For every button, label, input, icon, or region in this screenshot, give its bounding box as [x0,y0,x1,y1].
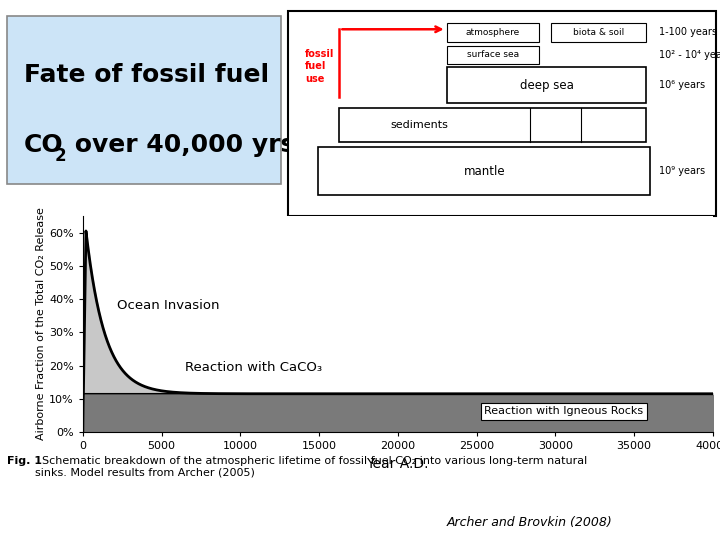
Text: fossil
fuel
use: fossil fuel use [305,49,335,84]
Text: CO: CO [24,133,63,157]
Bar [318,147,650,195]
Text: Fate of fossil fuel: Fate of fossil fuel [24,63,269,87]
Text: mantle: mantle [464,165,506,178]
Text: Schematic breakdown of the atmospheric lifetime of fossil fuel CO₂ into various : Schematic breakdown of the atmospheric l… [35,456,587,478]
Text: Reaction with Igneous Rocks: Reaction with Igneous Rocks [485,407,644,416]
Text: 10² - 10⁴ years: 10² - 10⁴ years [659,50,720,60]
Bar [446,23,539,42]
Text: 1-100 years: 1-100 years [659,28,716,37]
Text: atmosphere: atmosphere [466,28,520,37]
Text: 10⁶ years: 10⁶ years [659,80,705,90]
Text: biota & soil: biota & soil [573,28,624,37]
Text: Reaction with CaCO₃: Reaction with CaCO₃ [185,361,323,374]
Text: deep sea: deep sea [521,79,574,92]
Bar [446,67,646,103]
Bar [552,23,646,42]
Bar [446,46,539,64]
Text: Archer and Brovkin (2008): Archer and Brovkin (2008) [446,516,612,529]
Y-axis label: Airborne Fraction of the Total CO₂ Release: Airborne Fraction of the Total CO₂ Relea… [36,207,46,441]
Text: Fig. 1: Fig. 1 [7,456,42,467]
Text: Ocean Invasion: Ocean Invasion [117,299,220,312]
Text: sediments: sediments [391,120,449,130]
Text: 2: 2 [55,147,67,165]
Text: over 40,000 yrs: over 40,000 yrs [66,133,295,157]
Text: surface sea: surface sea [467,50,519,59]
Bar [339,108,646,142]
Text: 10⁹ years: 10⁹ years [659,166,705,176]
X-axis label: Year A.D.: Year A.D. [366,457,429,470]
